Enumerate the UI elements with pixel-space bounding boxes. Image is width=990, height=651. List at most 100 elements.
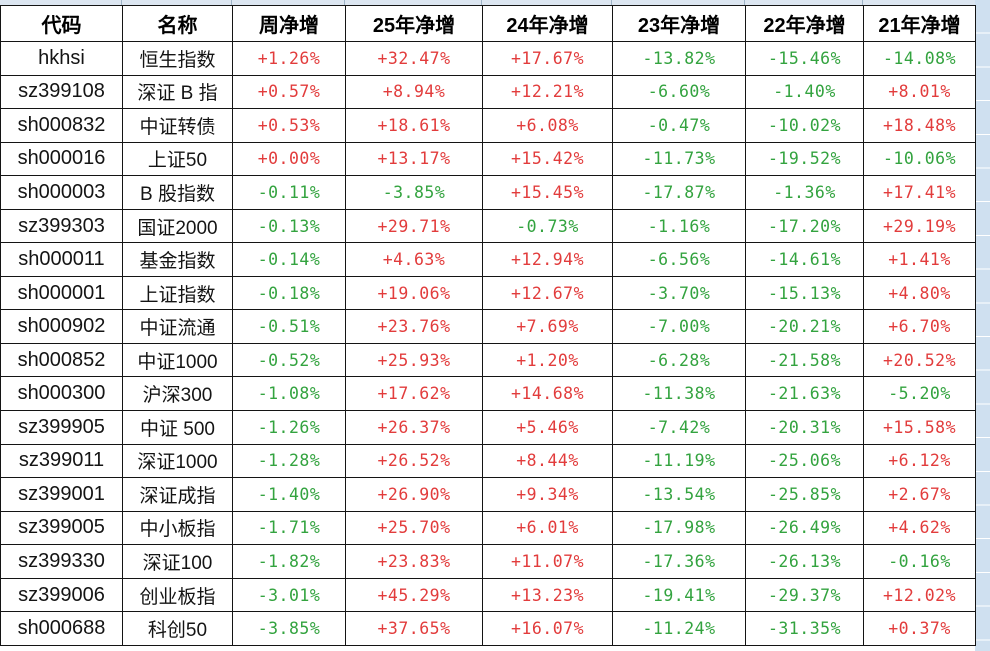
change-value-cell[interactable]: +8.01% [863, 74, 976, 110]
change-value-cell[interactable]: +15.58% [863, 410, 976, 445]
name-cell[interactable]: 深证 B 指 [122, 74, 233, 110]
name-cell[interactable]: 中小板指 [122, 510, 233, 546]
change-value-cell[interactable]: +8.44% [482, 443, 613, 479]
change-value-cell[interactable]: -3.85% [345, 175, 483, 210]
change-value-cell[interactable]: -31.35% [745, 611, 864, 646]
code-cell[interactable]: sh000832 [0, 108, 123, 143]
change-value-cell[interactable]: +9.34% [482, 477, 613, 512]
change-value-cell[interactable]: +5.46% [482, 410, 613, 445]
name-cell[interactable]: 科创50 [122, 611, 233, 646]
change-value-cell[interactable]: +0.00% [232, 141, 346, 177]
change-value-cell[interactable]: +13.23% [482, 577, 613, 613]
name-cell[interactable]: 恒生指数 [122, 41, 233, 76]
change-value-cell[interactable]: +4.80% [863, 275, 976, 311]
change-value-cell[interactable]: -1.16% [612, 208, 746, 244]
change-value-cell[interactable]: -19.41% [612, 577, 746, 613]
change-value-cell[interactable]: -6.28% [612, 342, 746, 378]
change-value-cell[interactable]: -15.46% [745, 41, 864, 76]
change-value-cell[interactable]: +25.70% [345, 510, 483, 546]
column-header[interactable]: 代码 [0, 5, 123, 42]
change-value-cell[interactable]: -3.01% [232, 577, 346, 613]
change-value-cell[interactable]: -17.36% [612, 544, 746, 579]
change-value-cell[interactable]: +6.01% [482, 510, 613, 546]
change-value-cell[interactable]: -0.18% [232, 275, 346, 311]
code-cell[interactable]: hkhsi [0, 41, 123, 76]
name-cell[interactable]: 中证1000 [122, 342, 233, 378]
code-cell[interactable]: sz399006 [0, 577, 123, 613]
code-cell[interactable]: sz399001 [0, 477, 123, 512]
column-header[interactable]: 周净增 [232, 5, 346, 42]
column-header[interactable]: 22年净增 [745, 5, 864, 42]
change-value-cell[interactable]: +29.19% [863, 208, 976, 244]
change-value-cell[interactable]: -11.24% [612, 611, 746, 646]
change-value-cell[interactable]: +23.76% [345, 309, 483, 344]
change-value-cell[interactable]: -1.40% [232, 477, 346, 512]
code-cell[interactable]: sh000688 [0, 611, 123, 646]
code-cell[interactable]: sz399005 [0, 510, 123, 546]
change-value-cell[interactable]: +8.94% [345, 74, 483, 110]
change-value-cell[interactable]: -11.38% [612, 376, 746, 412]
code-cell[interactable]: sh000852 [0, 342, 123, 378]
change-value-cell[interactable]: -17.20% [745, 208, 864, 244]
change-value-cell[interactable]: -1.82% [232, 544, 346, 579]
change-value-cell[interactable]: -15.13% [745, 275, 864, 311]
change-value-cell[interactable]: -13.82% [612, 41, 746, 76]
change-value-cell[interactable]: -3.85% [232, 611, 346, 646]
change-value-cell[interactable]: -20.21% [745, 309, 864, 344]
change-value-cell[interactable]: +26.37% [345, 410, 483, 445]
change-value-cell[interactable]: +17.62% [345, 376, 483, 412]
change-value-cell[interactable]: -3.70% [612, 275, 746, 311]
code-cell[interactable]: sh000011 [0, 242, 123, 277]
column-header[interactable]: 23年净增 [612, 5, 746, 42]
change-value-cell[interactable]: -5.20% [863, 376, 976, 412]
change-value-cell[interactable]: +37.65% [345, 611, 483, 646]
change-value-cell[interactable]: +6.70% [863, 309, 976, 344]
change-value-cell[interactable]: +4.62% [863, 510, 976, 546]
code-cell[interactable]: sz399330 [0, 544, 123, 579]
change-value-cell[interactable]: -1.26% [232, 410, 346, 445]
change-value-cell[interactable]: -17.87% [612, 175, 746, 210]
change-value-cell[interactable]: -1.40% [745, 74, 864, 110]
change-value-cell[interactable]: +1.20% [482, 342, 613, 378]
code-cell[interactable]: sz399303 [0, 208, 123, 244]
code-cell[interactable]: sh000300 [0, 376, 123, 412]
change-value-cell[interactable]: +12.02% [863, 577, 976, 613]
change-value-cell[interactable]: +13.17% [345, 141, 483, 177]
change-value-cell[interactable]: +6.08% [482, 108, 613, 143]
code-cell[interactable]: sz399011 [0, 443, 123, 479]
change-value-cell[interactable]: -6.60% [612, 74, 746, 110]
name-cell[interactable]: 上证指数 [122, 275, 233, 311]
code-cell[interactable]: sz399108 [0, 74, 123, 110]
change-value-cell[interactable]: -11.73% [612, 141, 746, 177]
change-value-cell[interactable]: +18.48% [863, 108, 976, 143]
change-value-cell[interactable]: -26.13% [745, 544, 864, 579]
change-value-cell[interactable]: +45.29% [345, 577, 483, 613]
change-value-cell[interactable]: -1.28% [232, 443, 346, 479]
change-value-cell[interactable]: +1.41% [863, 242, 976, 277]
name-cell[interactable]: B 股指数 [122, 175, 233, 210]
name-cell[interactable]: 沪深300 [122, 376, 233, 412]
code-cell[interactable]: sh000003 [0, 175, 123, 210]
change-value-cell[interactable]: -21.58% [745, 342, 864, 378]
change-value-cell[interactable]: +20.52% [863, 342, 976, 378]
name-cell[interactable]: 深证成指 [122, 477, 233, 512]
change-value-cell[interactable]: +26.52% [345, 443, 483, 479]
change-value-cell[interactable]: +0.53% [232, 108, 346, 143]
change-value-cell[interactable]: -10.06% [863, 141, 976, 177]
change-value-cell[interactable]: +17.41% [863, 175, 976, 210]
change-value-cell[interactable]: -6.56% [612, 242, 746, 277]
change-value-cell[interactable]: -0.47% [612, 108, 746, 143]
change-value-cell[interactable]: -20.31% [745, 410, 864, 445]
change-value-cell[interactable]: -13.54% [612, 477, 746, 512]
change-value-cell[interactable]: +1.26% [232, 41, 346, 76]
change-value-cell[interactable]: -0.52% [232, 342, 346, 378]
change-value-cell[interactable]: +32.47% [345, 41, 483, 76]
change-value-cell[interactable]: +4.63% [345, 242, 483, 277]
column-header[interactable]: 21年净增 [863, 5, 976, 42]
change-value-cell[interactable]: +2.67% [863, 477, 976, 512]
name-cell[interactable]: 创业板指 [122, 577, 233, 613]
change-value-cell[interactable]: -7.42% [612, 410, 746, 445]
column-header[interactable]: 名称 [122, 5, 233, 42]
change-value-cell[interactable]: -7.00% [612, 309, 746, 344]
name-cell[interactable]: 中证转债 [122, 108, 233, 143]
